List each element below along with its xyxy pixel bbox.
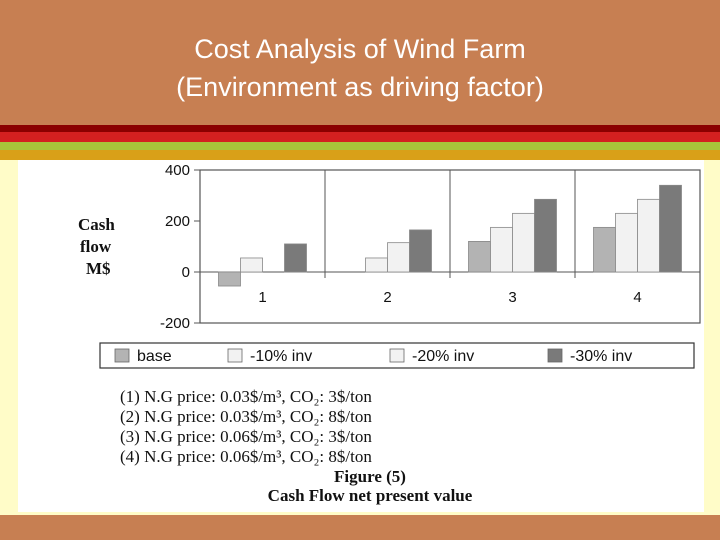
legend: base -10% inv -20% inv -30% inv <box>99 342 695 369</box>
figure-caption: Cash Flow net present value <box>268 486 473 505</box>
y-axis-label-line-3: M$ <box>86 259 111 278</box>
legend-swatch-1 <box>227 348 243 363</box>
bar-30-inv-cat-1 <box>284 243 307 273</box>
x-tick-label-1: 1 <box>258 289 266 306</box>
bar-10-inv-cat-4 <box>615 212 638 273</box>
y-tick-label-2: 0 <box>182 264 190 281</box>
note-3: (3) N.G price: 0.06$/m³, CO₂: 3$/ton <box>120 427 372 446</box>
stripe-red <box>0 132 720 142</box>
stripe-green <box>0 142 720 150</box>
bar-base-cat-4 <box>593 226 616 273</box>
stripe-gold <box>0 150 720 160</box>
bar-30-inv-cat-2 <box>409 229 432 273</box>
x-tick-label-2: 2 <box>383 289 391 306</box>
bar-10-inv-cat-3 <box>490 226 513 273</box>
bar-30-inv-cat-4 <box>659 184 682 273</box>
note-2: (2) N.G price: 0.03$/m³, CO₂: 8$/ton <box>120 407 372 426</box>
notes: (1) N.G price: 0.03$/m³, CO₂: 3$/ton (2)… <box>120 387 372 466</box>
y-axis-label-line-2: flow <box>80 237 112 256</box>
legend-swatch-2 <box>389 348 405 363</box>
legend-swatch-3 <box>547 348 563 363</box>
bar-30-inv-cat-3 <box>534 198 557 273</box>
bar-20-inv-cat-3 <box>512 212 535 273</box>
legend-label-3: -30% inv <box>570 348 632 365</box>
y-axis-label-line-1: Cash <box>78 215 115 234</box>
bar-base-cat-1 <box>218 271 241 287</box>
slide-title-line-2: (Environment as driving factor) <box>176 72 544 102</box>
legend-label-1: -10% inv <box>250 348 312 365</box>
stripe-dark-red <box>0 125 720 132</box>
legend-label-0: base <box>137 348 172 365</box>
bar-base-cat-3 <box>468 240 491 273</box>
note-1: (1) N.G price: 0.03$/m³, CO₂: 3$/ton <box>120 387 372 406</box>
bar-20-inv-cat-2 <box>387 242 410 273</box>
plot-area: 400 200 0 -200 1 2 3 4 <box>160 162 701 332</box>
note-4: (4) N.G price: 0.06$/m³, CO₂: 8$/ton <box>120 447 372 466</box>
legend-box <box>99 342 695 369</box>
y-tick-label-3: -200 <box>160 315 190 332</box>
x-tick-label-4: 4 <box>633 289 641 306</box>
bar-10-inv-cat-2 <box>365 257 388 273</box>
slide-title: Cost Analysis of Wind Farm (Environment … <box>0 30 720 106</box>
slide-title-line-1: Cost Analysis of Wind Farm <box>194 34 526 64</box>
x-tick-label-3: 3 <box>508 289 516 306</box>
figure-number: Figure (5) <box>334 467 406 486</box>
y-tick-label-1: 200 <box>165 213 190 230</box>
bar-10-inv-cat-1 <box>240 257 263 273</box>
legend-label-2: -20% inv <box>412 348 474 365</box>
bar-20-inv-cat-4 <box>637 198 660 273</box>
y-tick-label-0: 400 <box>165 162 190 179</box>
legend-swatch-0 <box>114 348 130 363</box>
bottom-band <box>0 515 720 540</box>
